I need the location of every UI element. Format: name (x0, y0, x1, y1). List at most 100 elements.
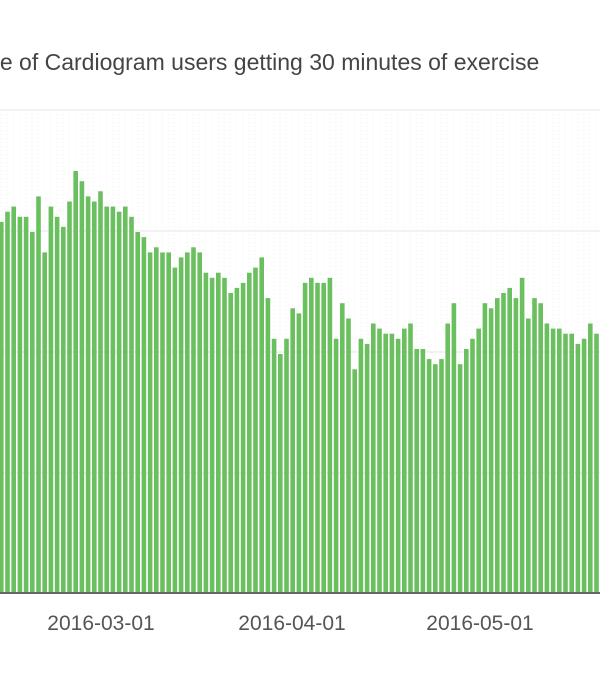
bar (470, 338, 475, 593)
bar (402, 328, 407, 593)
bar (30, 232, 35, 593)
bar (433, 364, 438, 593)
bar (451, 303, 457, 593)
bar (383, 333, 388, 593)
bar (92, 201, 97, 593)
bar (129, 216, 134, 594)
bar (135, 232, 140, 593)
bar (67, 201, 72, 593)
bar (234, 287, 240, 593)
bar (501, 293, 506, 593)
bar (352, 369, 357, 593)
bar (160, 252, 165, 593)
bar (340, 303, 345, 593)
bar (321, 282, 326, 593)
bar (259, 257, 264, 593)
bar (172, 267, 178, 593)
bar (426, 359, 432, 593)
bar (0, 221, 4, 593)
bar (191, 247, 196, 594)
bar (364, 343, 370, 593)
bar (327, 277, 333, 593)
bar (197, 252, 202, 593)
bar (346, 318, 351, 593)
bar (79, 181, 85, 593)
bar (240, 282, 246, 593)
bar (532, 298, 537, 593)
bar (265, 298, 271, 593)
bar (476, 328, 481, 593)
bar (61, 226, 66, 593)
bar (488, 308, 494, 593)
bar (110, 206, 116, 593)
bar (5, 211, 10, 593)
bar (228, 293, 233, 593)
bar (519, 277, 525, 593)
bar (104, 206, 109, 593)
bar (507, 287, 512, 593)
bar (538, 303, 543, 593)
bar (395, 338, 401, 593)
bar (73, 171, 78, 593)
bar (23, 216, 29, 594)
bar (154, 247, 159, 594)
bar (457, 364, 463, 593)
chart-title: Percentage of Cardiogram users getting 3… (0, 44, 600, 84)
bar (296, 313, 302, 593)
x-tick-label: 2016-03-01 (47, 612, 154, 635)
bar (147, 252, 153, 593)
x-tick-label: 2016-04-01 (238, 612, 345, 635)
bar (377, 328, 382, 593)
bar (464, 349, 469, 593)
bar (513, 298, 519, 593)
bar (278, 354, 283, 593)
bar (247, 272, 252, 593)
bar (414, 349, 419, 593)
x-tick-layer: 2016-03-01 2016-04-01 2016-05-01 (47, 612, 533, 635)
bar (141, 237, 147, 593)
bar (408, 323, 413, 593)
bar (42, 252, 47, 593)
bar (333, 338, 339, 593)
bar (439, 359, 444, 593)
bar (178, 257, 184, 593)
bar (116, 211, 122, 593)
bar (216, 272, 221, 593)
bar (495, 298, 500, 593)
bar (123, 206, 128, 593)
bars-layer (0, 171, 599, 594)
bar (588, 323, 593, 593)
bar (420, 349, 426, 593)
bar (284, 338, 289, 593)
x-tick-label: 2016-05-01 (426, 612, 533, 635)
bar (309, 277, 314, 593)
bar (271, 338, 277, 593)
bar (48, 206, 54, 593)
bar (482, 303, 488, 593)
bar (209, 277, 215, 593)
bar (594, 333, 599, 593)
bar (371, 323, 376, 593)
bar (389, 333, 395, 593)
bar (550, 328, 556, 593)
bar (17, 216, 23, 594)
bar (575, 343, 581, 593)
bar (526, 318, 531, 593)
bar (11, 206, 16, 593)
bar (253, 267, 258, 593)
bar (166, 252, 171, 593)
bar (445, 323, 450, 593)
bar (85, 196, 91, 593)
bar (290, 308, 295, 593)
bar (358, 338, 364, 593)
bar (98, 191, 103, 594)
bar (315, 282, 320, 593)
bar (569, 333, 574, 593)
bar (203, 272, 209, 593)
bar (581, 338, 587, 593)
bar (544, 323, 550, 593)
bar (557, 328, 562, 593)
bar (563, 333, 568, 593)
bar (36, 196, 41, 593)
